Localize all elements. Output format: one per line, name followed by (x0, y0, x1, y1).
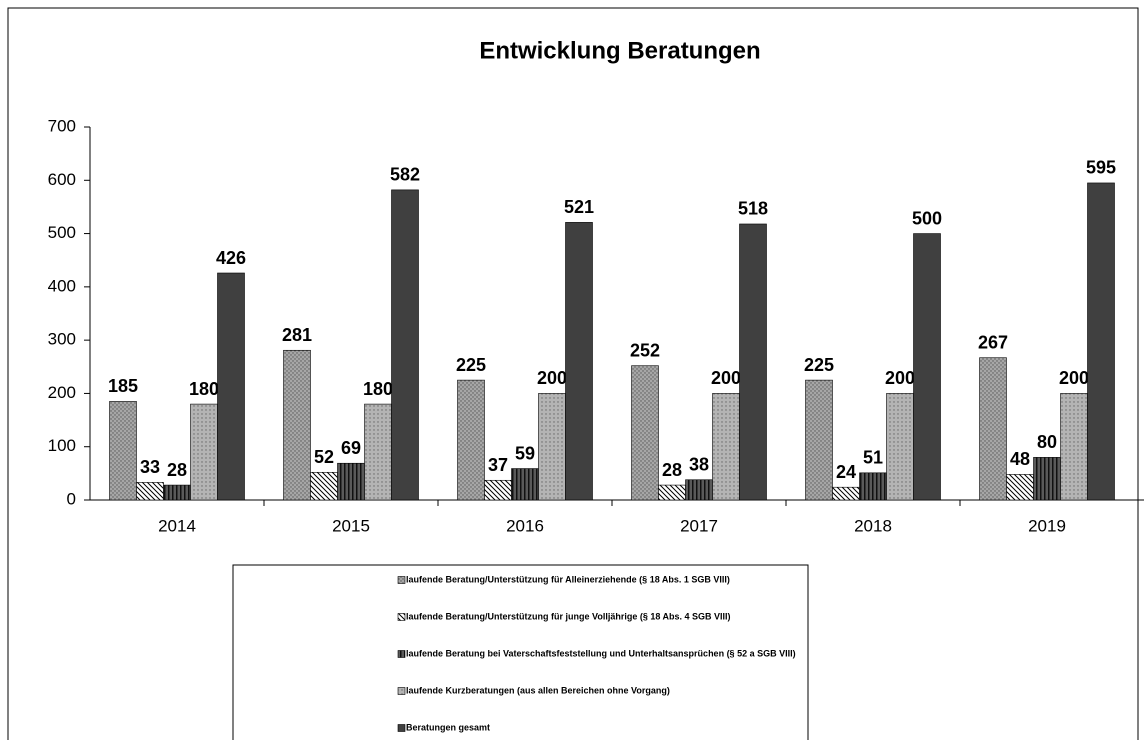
value-label: 180 (363, 379, 393, 399)
value-label: 33 (140, 457, 160, 477)
value-label: 200 (711, 368, 741, 388)
value-label: 48 (1010, 449, 1030, 469)
value-label: 180 (189, 379, 219, 399)
legend-label: Beratungen gesamt (406, 722, 490, 732)
bar (136, 482, 164, 501)
x-tick-label: 2019 (1028, 516, 1066, 535)
bar (739, 223, 767, 501)
bar (979, 357, 1007, 501)
y-tick-label: 700 (48, 116, 76, 135)
legend-label: laufende Beratung bei Vaterschaftsfestst… (406, 648, 796, 658)
value-label: 200 (537, 368, 567, 388)
x-tick-label: 2016 (506, 516, 544, 535)
value-label: 200 (885, 368, 915, 388)
y-tick-label: 600 (48, 170, 76, 189)
value-label: 252 (630, 340, 660, 360)
bar (511, 468, 539, 501)
bar (1087, 182, 1115, 501)
bar (832, 486, 860, 501)
value-label: 28 (662, 460, 682, 480)
y-tick-label: 400 (48, 276, 76, 295)
chart-title: Entwicklung Beratungen (479, 37, 760, 64)
value-label: 185 (108, 376, 138, 396)
value-label: 80 (1037, 432, 1057, 452)
y-tick-label: 200 (48, 383, 76, 402)
value-label: 28 (167, 460, 187, 480)
bar (190, 403, 218, 501)
y-tick-label: 0 (67, 489, 76, 508)
bar (484, 479, 512, 501)
value-label: 426 (216, 248, 246, 268)
bar (283, 349, 311, 501)
y-tick-label: 300 (48, 330, 76, 349)
legend-label: laufende Beratung/Unterstützung für jung… (406, 611, 731, 621)
bar (631, 365, 659, 501)
bar (565, 222, 593, 501)
legend-swatch (397, 687, 406, 695)
bar (859, 472, 887, 501)
value-label: 51 (863, 448, 883, 468)
bar (364, 403, 392, 501)
bar (685, 479, 713, 501)
bar (1006, 474, 1034, 501)
value-label: 37 (488, 455, 508, 475)
bar (163, 484, 191, 501)
bar (109, 401, 137, 501)
bar (310, 471, 338, 501)
value-label: 38 (689, 455, 709, 475)
value-label: 225 (456, 355, 486, 375)
frame (7, 7, 1139, 740)
legend-swatch (397, 724, 406, 732)
x-tick-label: 2014 (158, 516, 196, 535)
value-label: 267 (978, 332, 1008, 352)
bar (1060, 393, 1088, 501)
bar (658, 484, 686, 501)
value-label: 281 (282, 325, 312, 345)
bar (337, 462, 365, 501)
legend-label: laufende Kurzberatungen (aus allen Berei… (406, 685, 670, 695)
value-label: 521 (564, 197, 594, 217)
value-label: 59 (515, 443, 535, 463)
bar (217, 272, 245, 501)
legend-label: laufende Beratung/Unterstützung für Alle… (406, 574, 730, 584)
legend-swatch (397, 650, 406, 658)
value-label: 52 (314, 447, 334, 467)
bar (457, 379, 485, 501)
bar (391, 189, 419, 501)
legend (232, 564, 809, 740)
bar (886, 393, 914, 501)
bar (1033, 457, 1061, 501)
value-label: 582 (390, 165, 420, 185)
x-tick-label: 2018 (854, 516, 892, 535)
value-label: 24 (836, 462, 856, 482)
value-label: 518 (738, 199, 768, 219)
value-label: 200 (1059, 368, 1089, 388)
bar (913, 233, 941, 501)
bar (538, 393, 566, 501)
value-label: 595 (1086, 158, 1116, 178)
x-tick-label: 2015 (332, 516, 370, 535)
value-label: 500 (912, 208, 942, 228)
legend-swatch (397, 613, 406, 621)
legend-swatch (397, 576, 406, 584)
value-label: 225 (804, 355, 834, 375)
x-tick-label: 2017 (680, 516, 718, 535)
bar (805, 379, 833, 501)
y-tick-label: 500 (48, 223, 76, 242)
bar (712, 393, 740, 501)
y-tick-label: 100 (48, 436, 76, 455)
value-label: 69 (341, 438, 361, 458)
